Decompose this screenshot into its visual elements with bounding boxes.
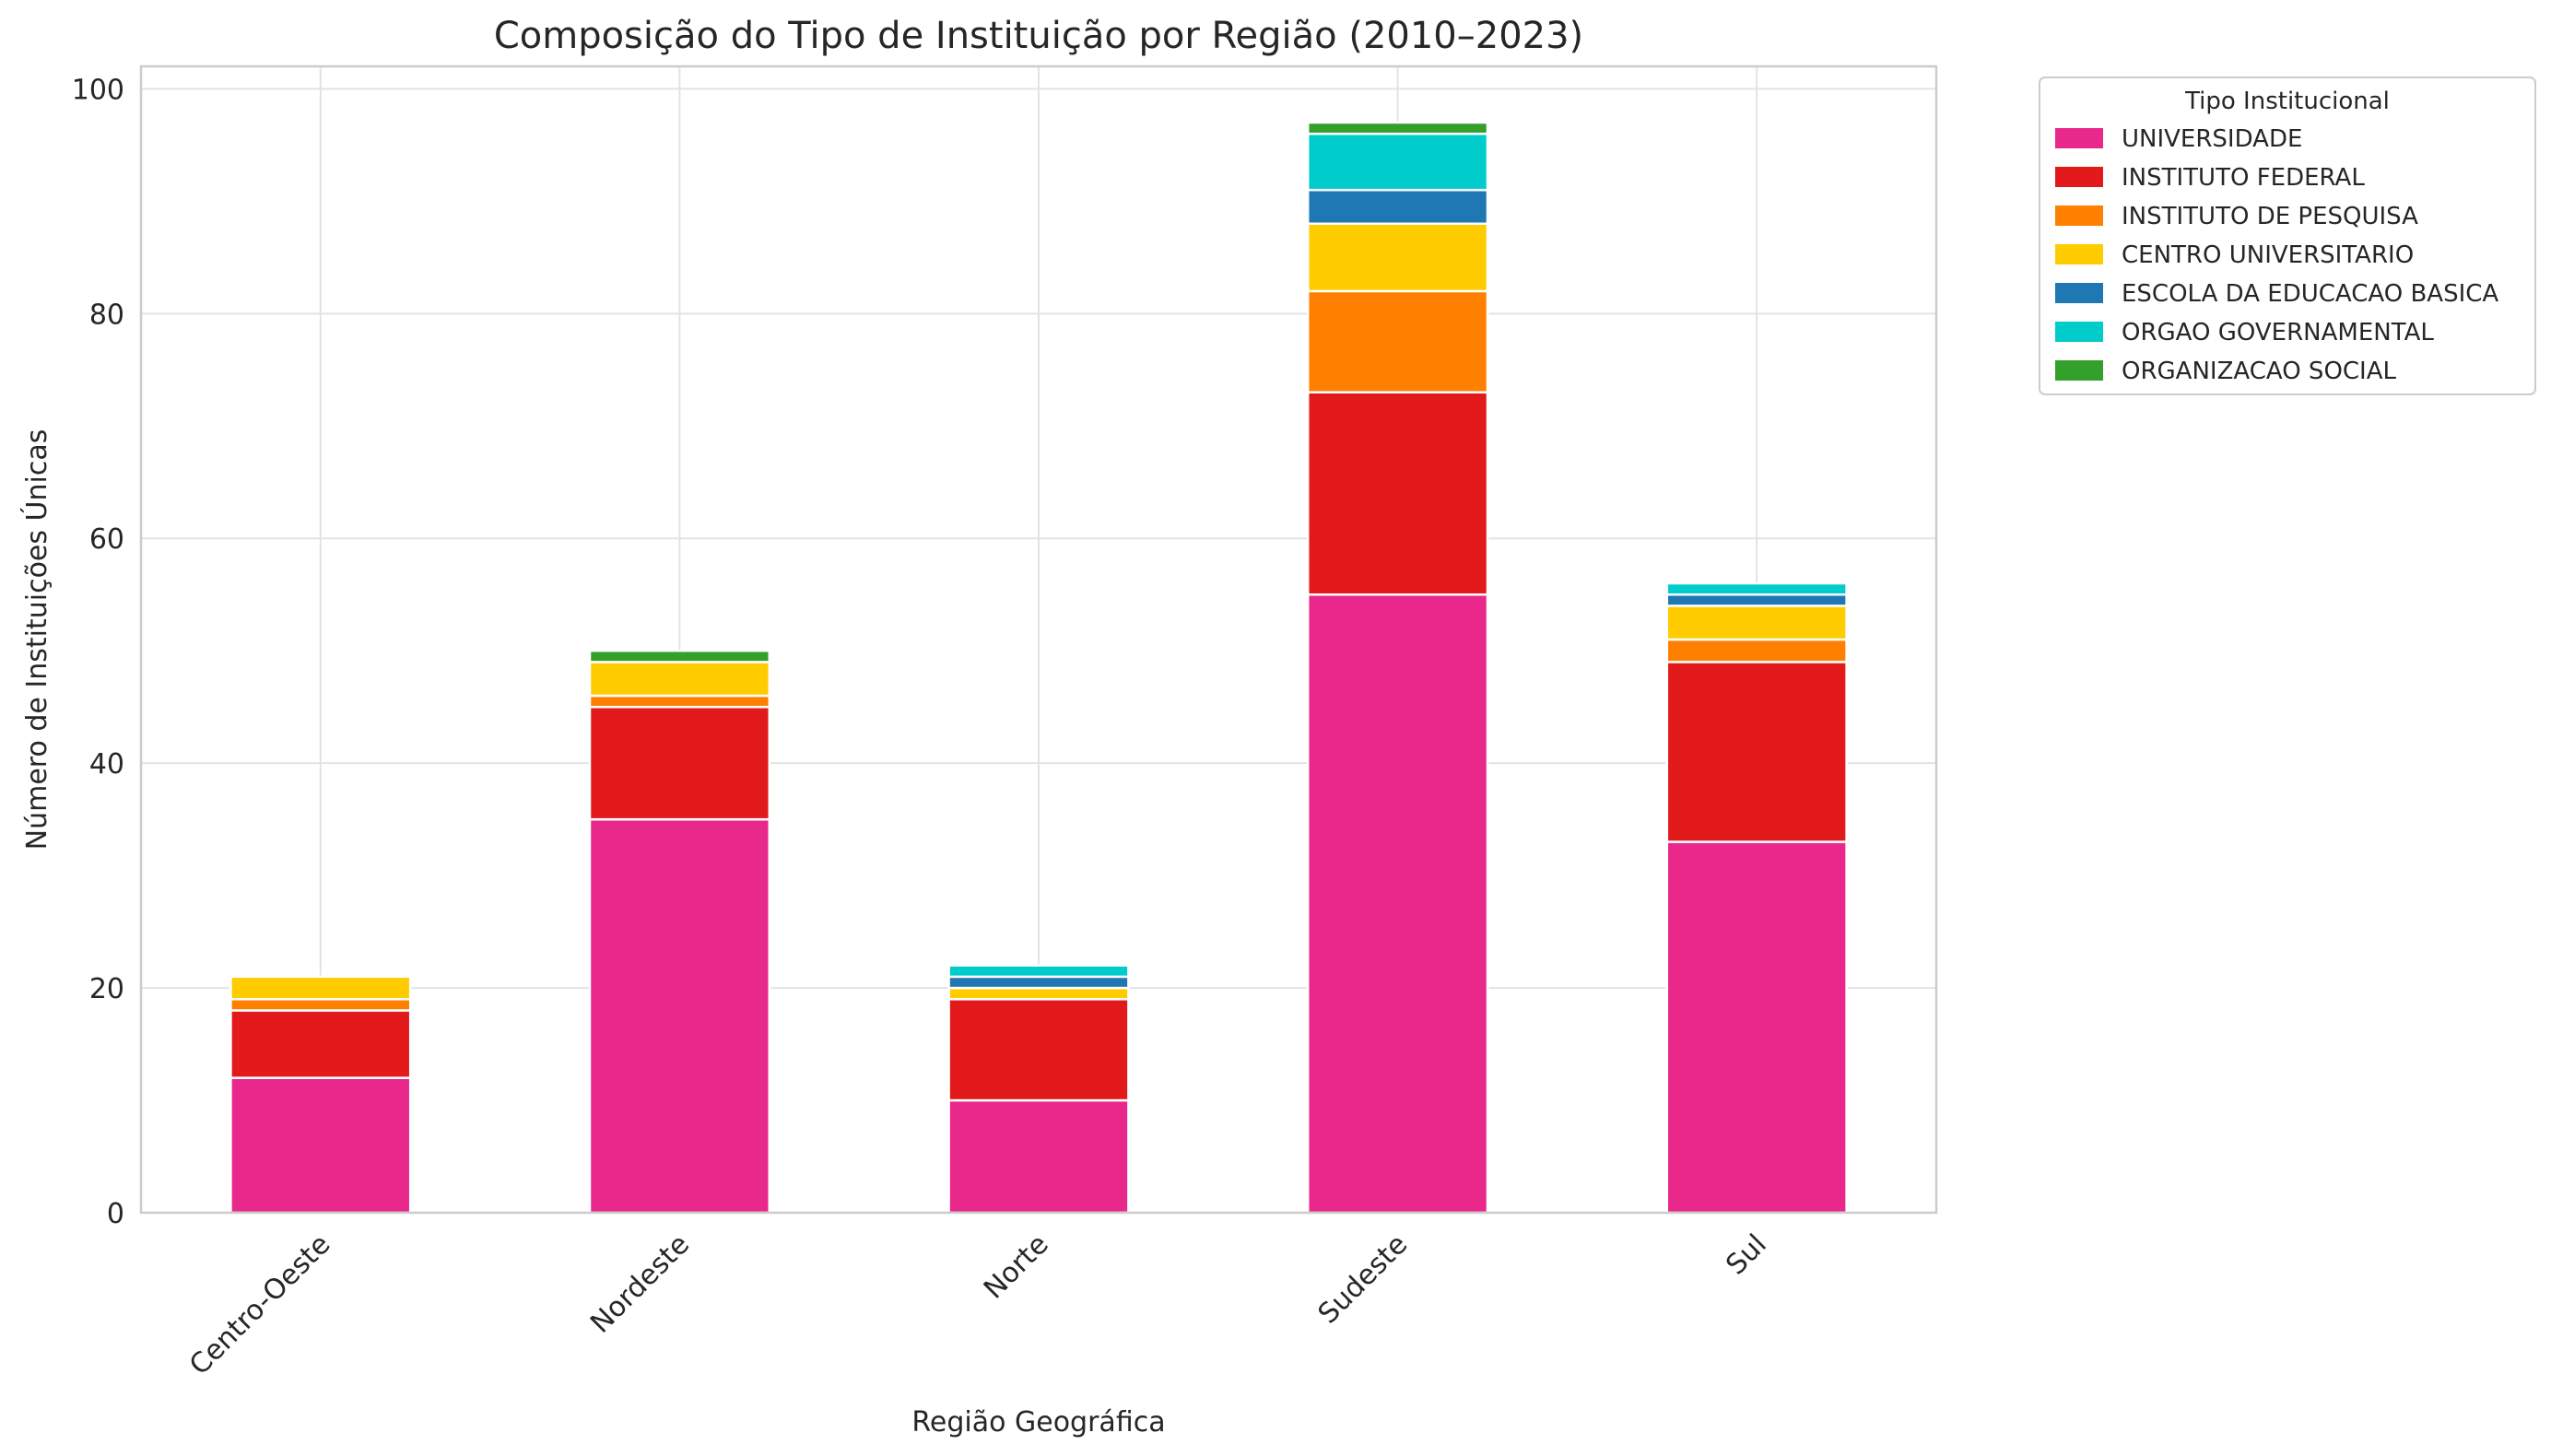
bar-segment	[947, 975, 1130, 990]
bar-segment	[229, 1009, 412, 1079]
plot-frame	[139, 65, 1938, 1215]
legend-label: ORGANIZACAO SOCIAL	[2122, 358, 2397, 385]
bar-segment	[229, 975, 412, 1001]
bar-segment	[1306, 289, 1489, 393]
bar-segment	[1306, 391, 1489, 596]
legend-swatch	[2055, 244, 2103, 264]
legend-swatch	[2055, 205, 2103, 226]
bar-segment	[947, 986, 1130, 1001]
legend-label: INSTITUTO FEDERAL	[2122, 164, 2365, 192]
bar-segment	[1665, 581, 1848, 596]
x-tick-label: Nordeste	[584, 1228, 696, 1340]
bar-segment	[1665, 840, 1848, 1215]
bar-segment	[588, 817, 771, 1215]
y-axis-label: Número de Instituições Únicas	[19, 429, 53, 851]
x-axis-label: Região Geográfica	[911, 1406, 1165, 1438]
y-tick-label: 80	[89, 299, 124, 331]
legend-swatch	[2055, 128, 2103, 148]
bar-segment	[1306, 222, 1489, 293]
y-tick-label: 60	[89, 523, 124, 556]
bar-segment	[1665, 638, 1848, 663]
bar-segment	[588, 661, 771, 698]
bar-segment	[588, 705, 771, 821]
legend-items: UNIVERSIDADE INSTITUTO FEDERAL INSTITUTO D…	[2055, 125, 2498, 385]
x-tick-label: Sul	[1720, 1228, 1773, 1282]
legend-swatch	[2055, 283, 2103, 303]
bar-segment	[1665, 605, 1848, 641]
bar-segment	[947, 964, 1130, 979]
bar-segment	[229, 998, 412, 1012]
x-tick-label: Centro-Oeste	[183, 1228, 336, 1381]
bar-segment	[1306, 132, 1489, 192]
bar-segment	[1306, 121, 1489, 135]
legend-label: INSTITUTO DE PESQUISA	[2122, 203, 2418, 230]
bar-segment	[588, 649, 771, 663]
legend-swatch	[2055, 322, 2103, 342]
x-tick-labels: Centro-Oeste Nordeste Norte Sudeste Sul	[183, 1228, 1773, 1381]
legend-title: Tipo Institucional	[2184, 88, 2390, 115]
y-tick-label: 20	[89, 973, 124, 1005]
x-tick-label: Norte	[978, 1228, 1055, 1306]
legend-label: CENTRO UNIVERSITARIO	[2122, 241, 2414, 269]
bar-segment	[588, 694, 771, 709]
bars	[229, 121, 1848, 1215]
bar-segment	[1306, 188, 1489, 225]
legend: Tipo Institucional UNIVERSIDADE INSTITUTO…	[2039, 76, 2536, 395]
bar-segment	[229, 1076, 412, 1215]
legend-swatch	[2055, 360, 2103, 381]
bar-segment	[947, 1098, 1130, 1215]
bar-segment	[1306, 593, 1489, 1215]
legend-swatch	[2055, 167, 2103, 187]
legend-label: UNIVERSIDADE	[2122, 125, 2302, 153]
legend-label: ESCOLA DA EDUCACAO BASICA	[2122, 280, 2498, 308]
bar-segment	[1665, 593, 1848, 607]
y-tick-label: 40	[89, 748, 124, 781]
legend-box	[2039, 76, 2536, 395]
y-tick-label: 0	[107, 1198, 124, 1230]
bar-segment	[947, 998, 1130, 1102]
legend-label: ORGAO GOVERNAMENTAL	[2122, 319, 2434, 346]
y-tick-label: 100	[72, 74, 124, 106]
bar-segment	[1665, 661, 1848, 843]
chart-title: Composição do Tipo de Instituição por Re…	[494, 15, 1583, 57]
y-tick-labels: 0 20 40 60 80 100	[72, 74, 124, 1230]
x-tick-label: Sudeste	[1312, 1228, 1415, 1331]
